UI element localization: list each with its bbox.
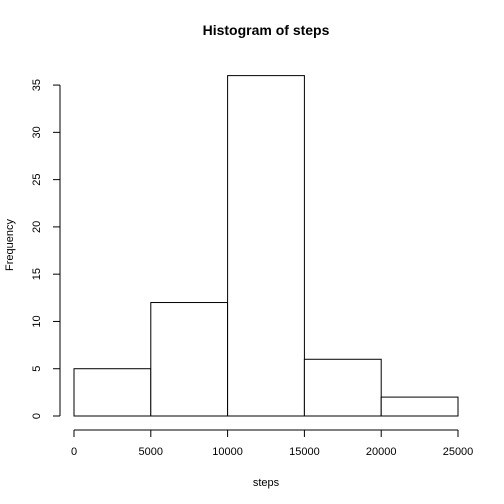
histogram-bar-0: [73, 368, 152, 417]
y-tick-label-7: 35: [31, 79, 43, 91]
y-tick-label-2: 10: [31, 315, 43, 327]
x-tick-label-0: 0: [71, 446, 77, 458]
x-tick-label-4: 20000: [366, 446, 397, 458]
histogram-bar-1: [150, 302, 229, 417]
x-axis: 0 5000 10000 15000 20000 25000: [71, 429, 474, 458]
y-tick-label-6: 30: [31, 126, 43, 138]
histogram-bar-2: [227, 75, 305, 417]
y-tick-label-0: 0: [31, 413, 43, 419]
y-tick-label-4: 20: [31, 221, 43, 233]
x-tick-label-1: 5000: [139, 446, 163, 458]
x-tick-label-2: 10000: [212, 446, 243, 458]
y-tick-label-5: 25: [31, 173, 43, 185]
chart-title: Histogram of steps: [203, 22, 330, 38]
y-tick-label-3: 15: [31, 268, 43, 280]
x-tick-label-5: 25000: [443, 446, 474, 458]
bars-group: [73, 75, 459, 417]
y-axis-label: Frequency: [4, 219, 16, 271]
histogram-bar-4: [380, 396, 459, 417]
histogram-bar-3: [303, 358, 382, 417]
x-axis-label: steps: [253, 477, 280, 489]
y-axis: 0 5 10 15 20 25 30 35: [31, 79, 61, 419]
y-tick-label-1: 5: [31, 366, 43, 372]
x-tick-label-3: 15000: [289, 446, 320, 458]
